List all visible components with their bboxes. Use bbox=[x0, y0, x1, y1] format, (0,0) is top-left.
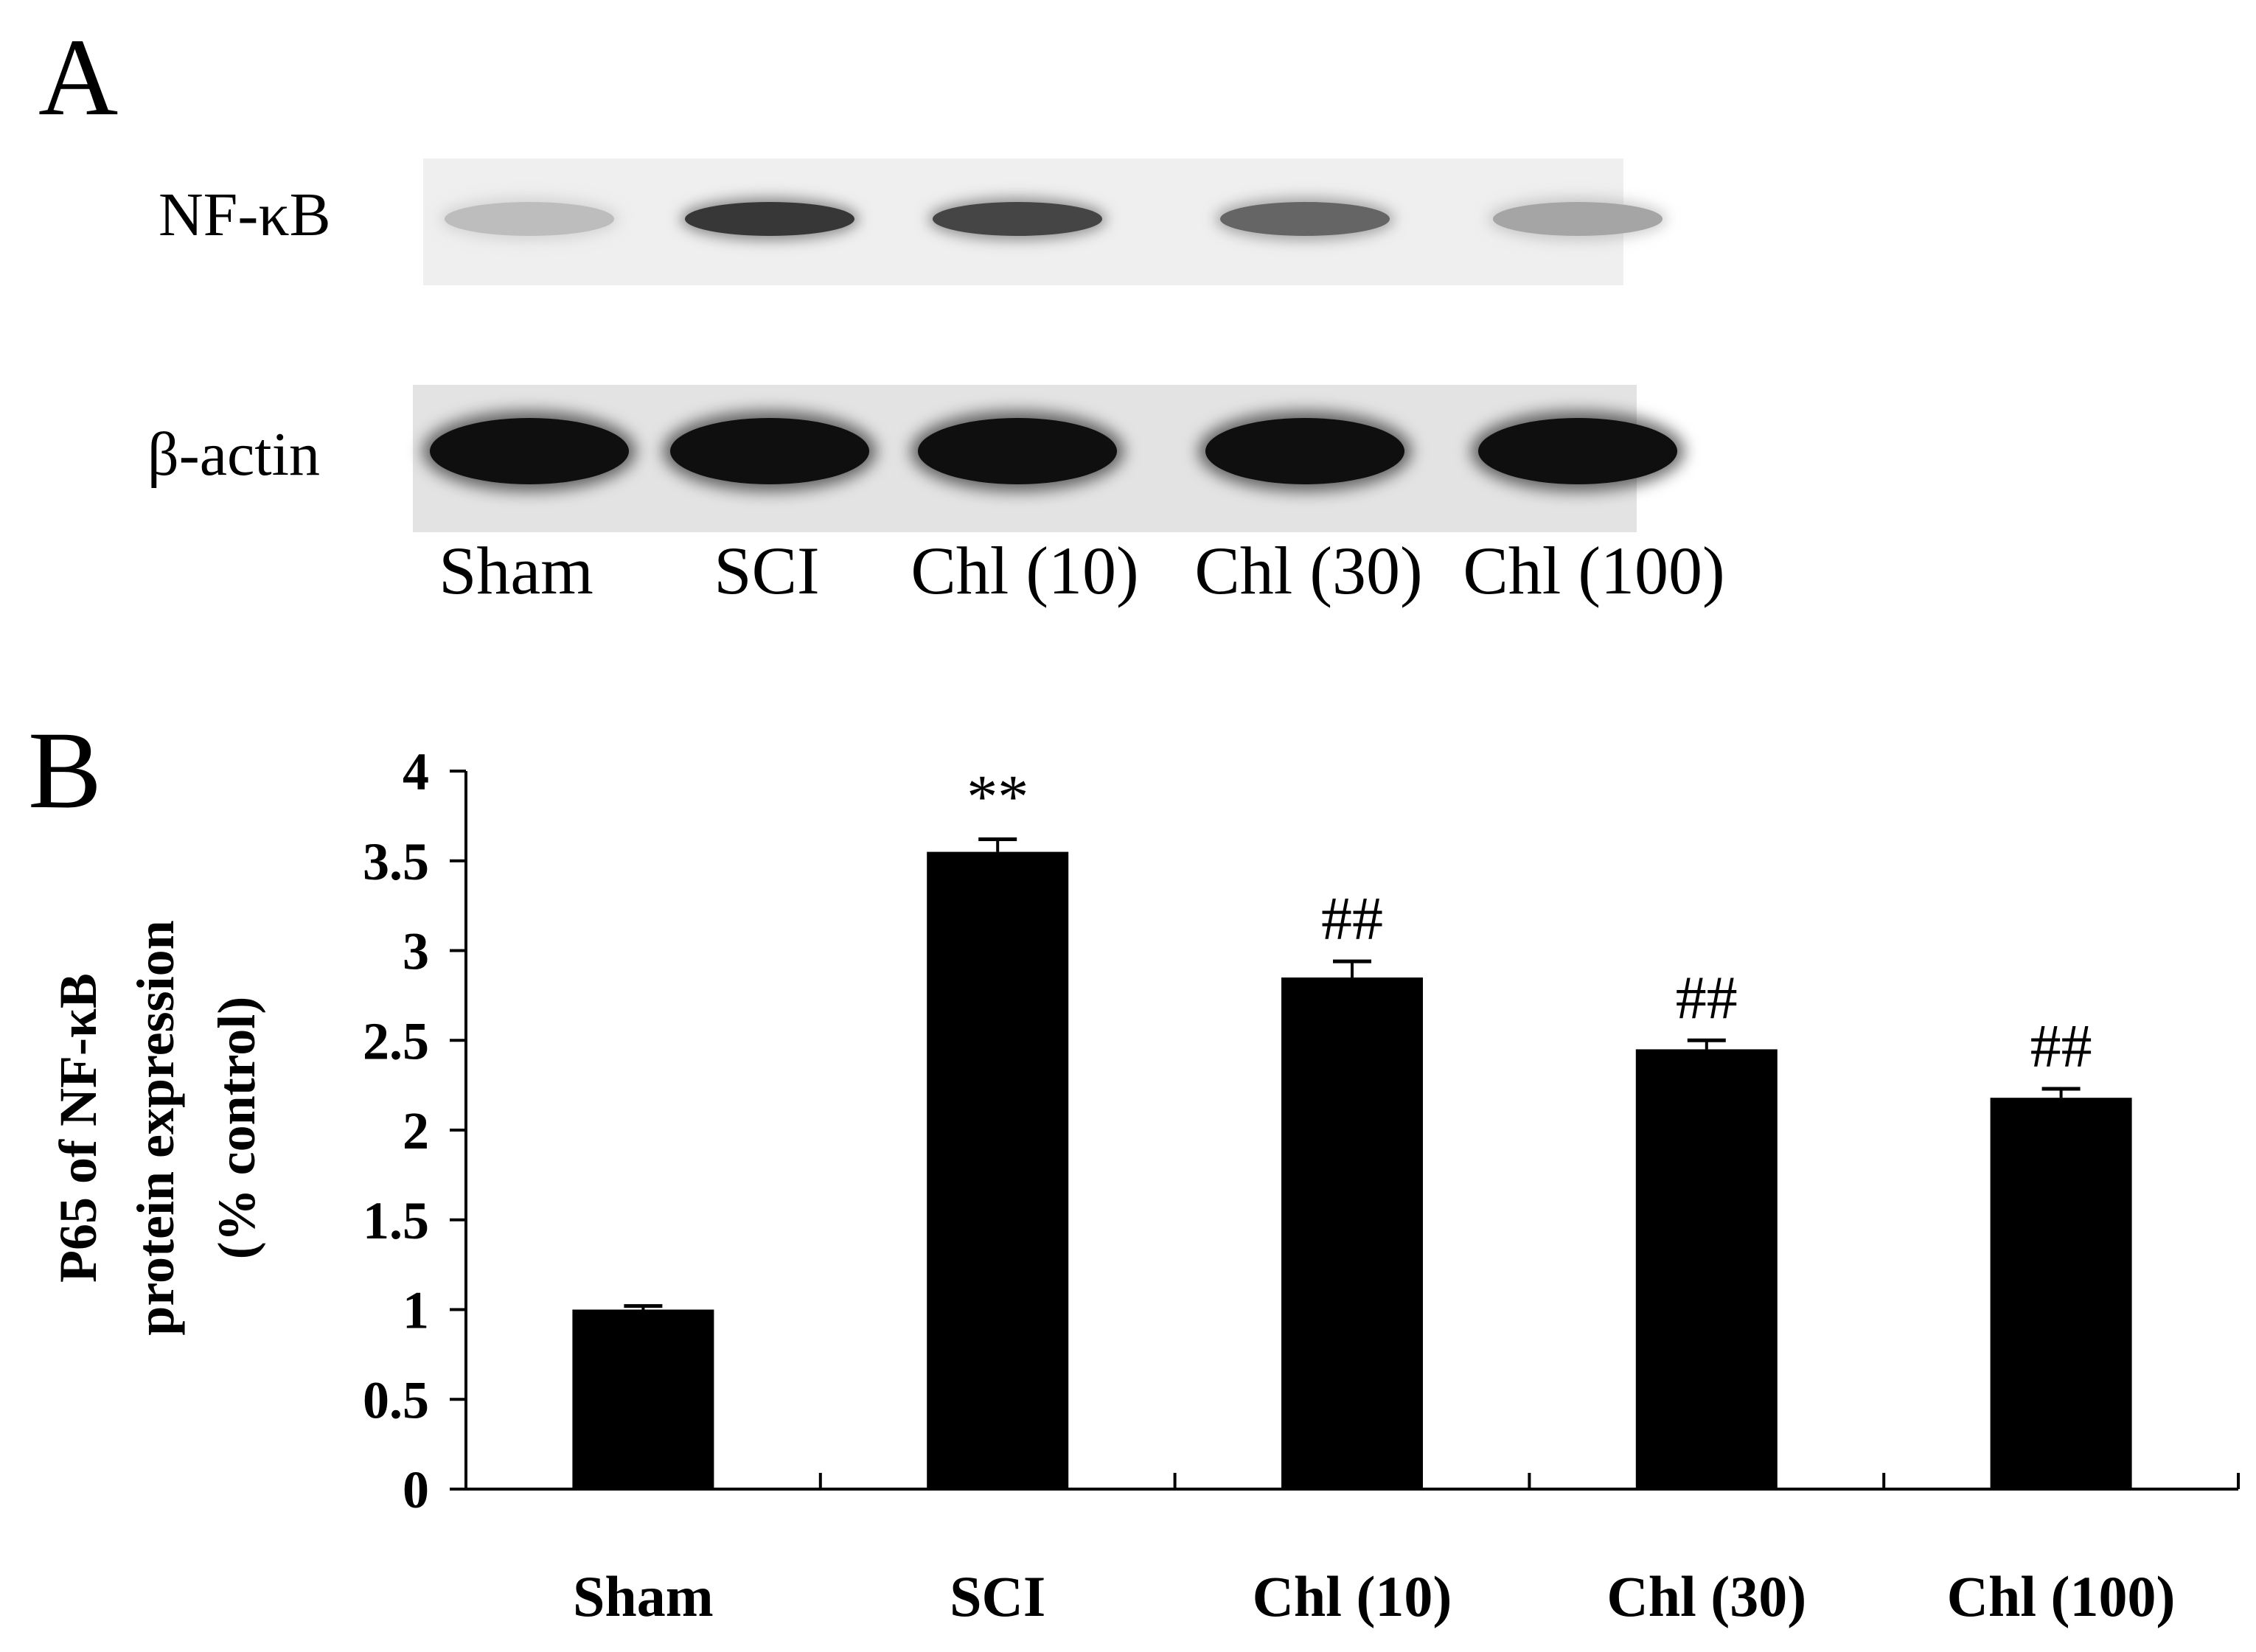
beta-actin-band bbox=[918, 418, 1117, 484]
significance-marker: ## bbox=[1321, 885, 1383, 953]
y-tick-label: 2 bbox=[403, 1101, 429, 1160]
nfkb-band bbox=[445, 202, 614, 236]
y-tick-label: 1.5 bbox=[363, 1191, 429, 1250]
y-tick-label: 0 bbox=[403, 1460, 429, 1519]
beta-actin-band bbox=[1205, 418, 1404, 484]
x-category-label: Chl (10) bbox=[1253, 1564, 1452, 1628]
nfkb-band bbox=[685, 202, 854, 236]
y-tick-label: 4 bbox=[403, 742, 429, 801]
lane-label-sham: Sham bbox=[439, 533, 593, 608]
y-tick-label: 2.5 bbox=[363, 1011, 429, 1070]
bar bbox=[572, 1309, 714, 1489]
y-tick-label: 1 bbox=[403, 1281, 429, 1340]
lane-label-chl10: Chl (10) bbox=[911, 533, 1139, 608]
significance-marker: ## bbox=[2030, 1012, 2092, 1081]
significance-marker: ** bbox=[967, 763, 1028, 832]
nfkb-band bbox=[1493, 202, 1663, 236]
x-category-label: Chl (100) bbox=[1947, 1564, 2176, 1628]
x-category-label: Chl (30) bbox=[1606, 1564, 1806, 1628]
nfkb-blot-label: NF-κB bbox=[159, 181, 331, 249]
nfkb-blot-strip bbox=[423, 158, 1663, 285]
bar bbox=[1635, 1049, 1778, 1489]
y-tick-label: 0.5 bbox=[363, 1370, 429, 1429]
x-category-label: SCI bbox=[950, 1564, 1045, 1628]
beta-actin-band bbox=[430, 418, 629, 484]
beta-actin-blot-strip bbox=[413, 385, 1677, 532]
panel-a-letter: A bbox=[38, 16, 119, 139]
y-tick-label: 3 bbox=[403, 922, 429, 981]
y-axis-label-line: (% control) bbox=[207, 997, 266, 1260]
y-tick-label: 3.5 bbox=[363, 832, 429, 891]
beta-actin-band bbox=[670, 418, 869, 484]
bar bbox=[1281, 977, 1423, 1489]
bar bbox=[1990, 1098, 2132, 1489]
lane-label-sci: SCI bbox=[714, 533, 820, 608]
lane-label-chl30: Chl (30) bbox=[1194, 533, 1423, 608]
bar bbox=[927, 851, 1069, 1489]
x-category-label: Sham bbox=[573, 1564, 714, 1628]
nfkb-band bbox=[933, 202, 1102, 236]
beta-actin-band bbox=[1478, 418, 1677, 484]
significance-marker: ## bbox=[1676, 963, 1738, 1032]
y-axis-label-line: P65 of NF-κB bbox=[49, 973, 108, 1283]
beta-actin-blot-label: β-actin bbox=[147, 420, 320, 489]
panel-b-letter: B bbox=[28, 709, 102, 832]
nfkb-band bbox=[1220, 202, 1390, 236]
y-axis-label-line: protein expression bbox=[126, 920, 185, 1335]
lane-label-chl100: Chl (100) bbox=[1463, 533, 1725, 608]
